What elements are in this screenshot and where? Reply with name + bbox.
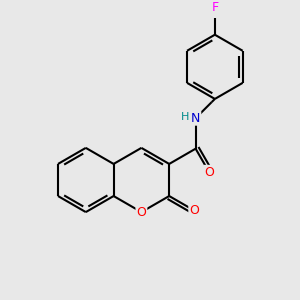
- Text: O: O: [189, 204, 199, 217]
- Text: N: N: [191, 112, 200, 125]
- Text: O: O: [136, 206, 146, 219]
- Text: F: F: [211, 1, 218, 14]
- Text: O: O: [204, 166, 214, 179]
- Text: H: H: [181, 112, 189, 122]
